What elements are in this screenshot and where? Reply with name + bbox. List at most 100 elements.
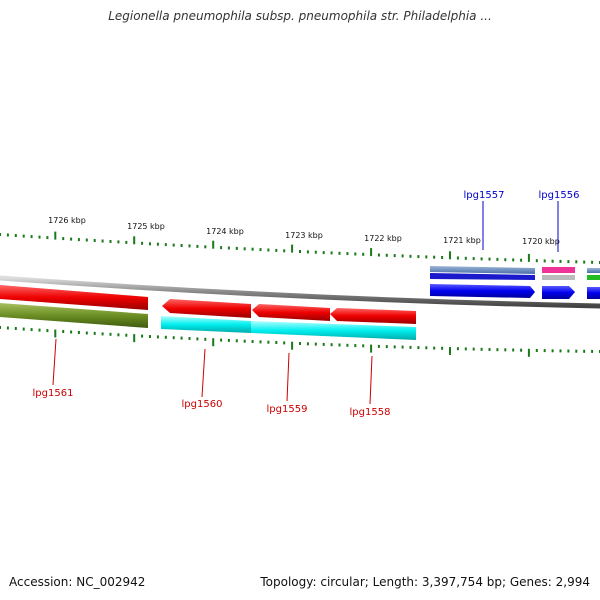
accession-text: Accession: NC_002942: [9, 575, 146, 589]
scale-minor-tick: [314, 342, 317, 346]
kbp-label-1725: 1725 kbp: [127, 222, 165, 231]
scale-minor-tick: [377, 253, 380, 257]
scale-minor-tick: [283, 341, 286, 345]
scale-minor-tick: [14, 327, 17, 330]
gene-arrow-lpg1556[interactable]: [542, 286, 575, 299]
leader-line-lpg1559: [286, 352, 290, 402]
scale-minor-tick: [6, 326, 9, 330]
scale-minor-tick: [362, 252, 365, 256]
gene-label-lpg1559[interactable]: lpg1559: [267, 404, 308, 415]
scale-minor-tick: [417, 255, 420, 259]
scale-minor-tick: [141, 334, 144, 338]
scale-minor-tick: [85, 238, 88, 242]
forward-track-bar: [542, 275, 575, 280]
scale-major-tick: [449, 251, 451, 260]
gene-arrow-lpg1559[interactable]: [252, 304, 330, 321]
scale-minor-tick: [251, 247, 254, 251]
reverse-track-bar: [161, 316, 251, 333]
scale-minor-tick: [583, 260, 586, 264]
scale-minor-tick: [196, 244, 199, 248]
scale-minor-tick: [480, 347, 483, 351]
scale-minor-tick: [512, 348, 515, 352]
scale-minor-tick: [464, 347, 467, 351]
scale-minor-tick: [267, 340, 270, 344]
map-title: Legionella pneumophila subsp. pneumophil…: [108, 9, 492, 23]
scale-minor-tick: [220, 338, 223, 342]
scale-minor-tick: [70, 237, 73, 241]
scale-minor-tick: [535, 259, 538, 263]
scale-minor-tick: [551, 349, 554, 353]
scale-minor-tick: [117, 240, 120, 244]
scale-minor-tick: [464, 256, 467, 260]
scale-minor-tick: [93, 331, 96, 335]
scale-minor-tick: [196, 337, 199, 341]
scale-minor-tick: [149, 335, 151, 338]
scale-minor-tick: [433, 346, 436, 350]
scale-minor-tick: [535, 349, 538, 352]
scale-minor-tick: [62, 237, 65, 241]
scale-minor-tick: [520, 348, 523, 352]
gene-label-lpg1560[interactable]: lpg1560: [182, 399, 223, 410]
scale-minor-tick: [227, 338, 230, 342]
scale-major-tick: [212, 240, 215, 249]
gene-label-lpg1557[interactable]: lpg1557: [464, 190, 505, 201]
scale-major-tick: [370, 248, 373, 257]
scale-minor-tick: [504, 258, 507, 262]
scale-minor-tick: [559, 349, 562, 353]
scale-minor-tick: [22, 234, 25, 238]
scale-major-tick: [527, 348, 530, 357]
scale-minor-tick: [243, 339, 246, 343]
scale-minor-tick: [441, 256, 444, 259]
scale-minor-tick: [180, 336, 183, 340]
kbp-label-1724: 1724 kbp: [206, 227, 244, 236]
scale-minor-tick: [543, 259, 546, 263]
scale-minor-tick: [164, 335, 167, 339]
scale-minor-tick: [62, 330, 65, 333]
scale-minor-tick: [456, 256, 459, 260]
scale-minor-tick: [109, 240, 112, 243]
kbp-label-1722: 1722 kbp: [364, 234, 402, 243]
kbp-label-1720: 1720 kbp: [522, 237, 560, 246]
scale-minor-tick: [472, 257, 475, 261]
scale-minor-tick: [512, 258, 515, 262]
scale-minor-tick: [338, 343, 341, 347]
scale-minor-tick: [575, 349, 578, 353]
gene-label-lpg1558[interactable]: lpg1558: [350, 407, 391, 418]
gene-label-lpg1561[interactable]: lpg1561: [33, 388, 74, 399]
scale-minor-tick: [235, 339, 238, 343]
gene-arrow-lpg1558[interactable]: [330, 308, 416, 324]
genome-backbone: [0, 275, 600, 309]
gene-arrow-partial[interactable]: [587, 287, 600, 299]
gene-label-lpg1556[interactable]: lpg1556: [539, 190, 580, 201]
scale-minor-tick: [306, 250, 309, 254]
scale-minor-tick: [559, 259, 562, 263]
scale-minor-tick: [299, 250, 301, 253]
gene-arrow-lpg1560[interactable]: [162, 299, 251, 318]
scale-minor-tick: [243, 247, 246, 251]
scale-minor-tick: [377, 344, 380, 348]
scale-minor-tick: [85, 331, 88, 335]
scale-minor-tick: [22, 327, 25, 331]
kbp-label-1721: 1721 kbp: [443, 236, 481, 245]
scale-minor-tick: [354, 252, 357, 256]
scale-minor-tick: [401, 345, 404, 349]
scale-minor-tick: [204, 245, 207, 249]
gene-arrow-lpg1561[interactable]: [0, 285, 148, 310]
scale-minor-tick: [385, 345, 388, 349]
scale-minor-tick: [0, 326, 1, 329]
scale-major-tick: [449, 347, 451, 355]
scale-minor-tick: [551, 259, 554, 263]
scale-minor-tick: [362, 344, 365, 348]
scale-major-tick: [370, 344, 373, 353]
scale-minor-tick: [38, 235, 41, 239]
scale-minor-tick: [425, 346, 428, 350]
scale-minor-tick: [149, 242, 151, 246]
scale-major-tick: [133, 334, 136, 343]
gene-arrow-lpg1557[interactable]: [430, 284, 535, 298]
scale-minor-tick: [188, 337, 191, 340]
scale-minor-tick: [306, 342, 309, 346]
scale-minor-tick: [393, 254, 396, 258]
scale-minor-tick: [433, 255, 436, 259]
forward-track-bar: [587, 275, 600, 280]
scale-major-tick: [527, 253, 530, 262]
